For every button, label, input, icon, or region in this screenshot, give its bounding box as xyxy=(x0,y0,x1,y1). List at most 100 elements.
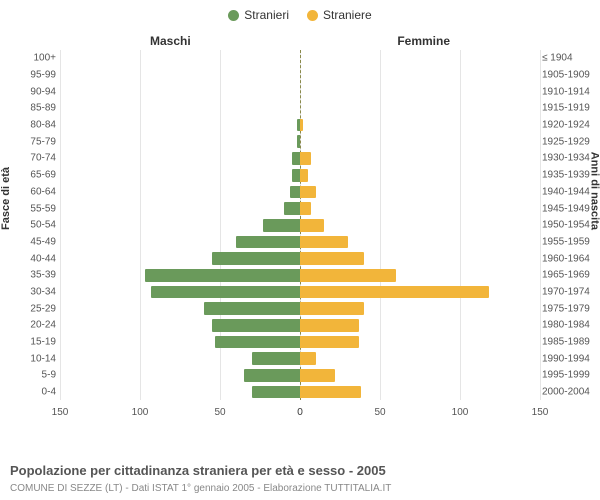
pyramid-row: 50-541950-1954 xyxy=(60,217,540,234)
bar-male xyxy=(292,152,300,165)
bar-female xyxy=(300,286,489,299)
bar-female xyxy=(300,119,303,132)
age-label: 10-14 xyxy=(8,353,56,364)
pyramid-row: 75-791925-1929 xyxy=(60,133,540,150)
age-label: 50-54 xyxy=(8,220,56,231)
x-tick-label: 150 xyxy=(532,407,549,418)
chart-caption: Popolazione per cittadinanza straniera p… xyxy=(10,463,386,478)
year-label: 2000-2004 xyxy=(542,387,598,398)
age-label: 95-99 xyxy=(8,70,56,81)
legend-female-label: Straniere xyxy=(323,8,372,22)
pyramid-row: 45-491955-1959 xyxy=(60,234,540,251)
age-label: 80-84 xyxy=(8,120,56,131)
bar-male xyxy=(263,219,300,232)
chart-container: Stranieri Straniere Maschi Femmine Fasce… xyxy=(0,0,600,500)
age-label: 5-9 xyxy=(8,370,56,381)
bar-female xyxy=(300,336,359,349)
bar-female xyxy=(300,352,316,365)
legend: Stranieri Straniere xyxy=(0,0,600,22)
pyramid-row: 20-241980-1984 xyxy=(60,317,540,334)
pyramid-row: 40-441960-1964 xyxy=(60,250,540,267)
year-label: 1980-1984 xyxy=(542,320,598,331)
year-label: 1975-1979 xyxy=(542,303,598,314)
bar-female xyxy=(300,186,316,199)
year-label: 1935-1939 xyxy=(542,170,598,181)
year-label: 1985-1989 xyxy=(542,337,598,348)
x-tick-label: 100 xyxy=(132,407,149,418)
age-label: 60-64 xyxy=(8,186,56,197)
pyramid-row: 0-42000-2004 xyxy=(60,384,540,401)
pyramid-row: 30-341970-1974 xyxy=(60,284,540,301)
age-label: 45-49 xyxy=(8,236,56,247)
year-label: 1905-1909 xyxy=(542,70,598,81)
year-label: 1950-1954 xyxy=(542,220,598,231)
pyramid-row: 80-841920-1924 xyxy=(60,117,540,134)
age-label: 90-94 xyxy=(8,86,56,97)
bar-female xyxy=(300,369,335,382)
year-label: 1990-1994 xyxy=(542,353,598,364)
bar-female xyxy=(300,236,348,249)
bar-male xyxy=(212,319,300,332)
pyramid-rows: 100+≤ 190495-991905-190990-941910-191485… xyxy=(60,50,540,400)
year-label: 1995-1999 xyxy=(542,370,598,381)
age-label: 15-19 xyxy=(8,337,56,348)
pyramid-row: 25-291975-1979 xyxy=(60,300,540,317)
pyramid-row: 70-741930-1934 xyxy=(60,150,540,167)
bar-male xyxy=(236,236,300,249)
bar-male xyxy=(215,336,300,349)
year-label: 1955-1959 xyxy=(542,236,598,247)
year-label: 1960-1964 xyxy=(542,253,598,264)
age-label: 0-4 xyxy=(8,387,56,398)
pyramid-row: 60-641940-1944 xyxy=(60,184,540,201)
plot-area: 100+≤ 190495-991905-190990-941910-191485… xyxy=(60,30,540,430)
swatch-male xyxy=(228,10,239,21)
bar-male xyxy=(212,252,300,265)
pyramid-row: 55-591945-1949 xyxy=(60,200,540,217)
pyramid-row: 100+≤ 1904 xyxy=(60,50,540,67)
bar-male xyxy=(252,386,300,399)
year-label: 1910-1914 xyxy=(542,86,598,97)
x-tick-label: 150 xyxy=(52,407,69,418)
year-label: 1915-1919 xyxy=(542,103,598,114)
bar-female xyxy=(300,219,324,232)
pyramid-row: 5-91995-1999 xyxy=(60,367,540,384)
age-label: 75-79 xyxy=(8,136,56,147)
bar-male xyxy=(284,202,300,215)
year-label: ≤ 1904 xyxy=(542,53,598,64)
age-label: 55-59 xyxy=(8,203,56,214)
year-label: 1920-1924 xyxy=(542,120,598,131)
pyramid-row: 95-991905-1909 xyxy=(60,67,540,84)
age-label: 85-89 xyxy=(8,103,56,114)
age-label: 65-69 xyxy=(8,170,56,181)
x-tick-label: 50 xyxy=(374,407,385,418)
bar-female xyxy=(300,269,396,282)
pyramid-row: 85-891915-1919 xyxy=(60,100,540,117)
x-tick-label: 50 xyxy=(214,407,225,418)
bar-male xyxy=(290,186,300,199)
gridline xyxy=(540,50,541,400)
bar-female xyxy=(300,252,364,265)
age-label: 70-74 xyxy=(8,153,56,164)
age-label: 25-29 xyxy=(8,303,56,314)
year-label: 1925-1929 xyxy=(542,136,598,147)
age-label: 35-39 xyxy=(8,270,56,281)
bar-male xyxy=(151,286,300,299)
age-label: 30-34 xyxy=(8,286,56,297)
pyramid-row: 35-391965-1969 xyxy=(60,267,540,284)
age-label: 20-24 xyxy=(8,320,56,331)
bar-male xyxy=(252,352,300,365)
year-label: 1965-1969 xyxy=(542,270,598,281)
legend-female: Straniere xyxy=(307,8,372,22)
legend-male-label: Stranieri xyxy=(244,8,289,22)
x-tick-label: 0 xyxy=(297,407,303,418)
bar-female xyxy=(300,152,311,165)
x-tick-label: 100 xyxy=(452,407,469,418)
year-label: 1930-1934 xyxy=(542,153,598,164)
bar-female xyxy=(300,319,359,332)
pyramid-row: 15-191985-1989 xyxy=(60,334,540,351)
year-label: 1945-1949 xyxy=(542,203,598,214)
chart-subcaption: COMUNE DI SEZZE (LT) - Dati ISTAT 1° gen… xyxy=(10,483,391,494)
bar-male xyxy=(297,135,300,148)
pyramid-row: 90-941910-1914 xyxy=(60,83,540,100)
bar-female xyxy=(300,386,361,399)
